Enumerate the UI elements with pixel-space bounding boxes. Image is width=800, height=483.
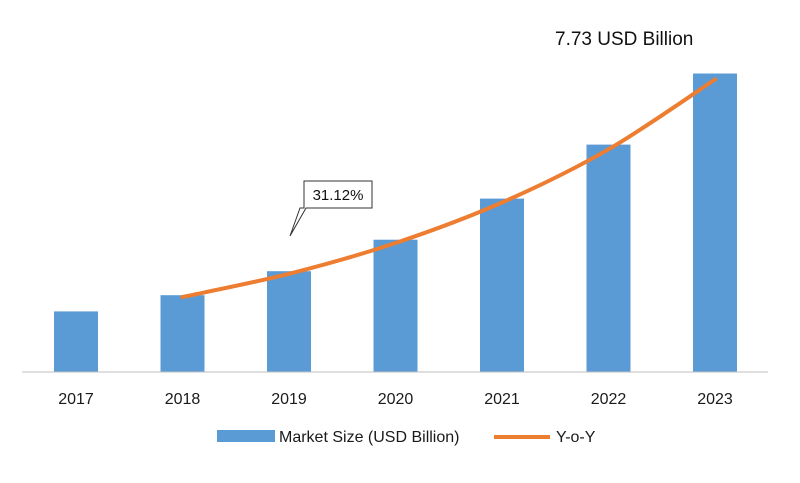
x-tick-2017: 2017 [58,391,94,408]
bar-2017 [54,311,98,372]
legend-bar-label: Market Size (USD Billion) [279,429,459,446]
legend-line-label: Y-o-Y [556,429,596,446]
bar-2018 [160,295,205,372]
bars-layer [54,73,737,372]
bar-2020 [373,239,418,372]
x-tick-2019: 2019 [271,391,307,408]
callout-box [289,180,373,237]
bar-2023 [693,73,737,372]
legend: Market Size (USD Billion) Y-o-Y [217,429,596,446]
x-tick-2022: 2022 [591,391,627,408]
bar-2022 [586,144,631,372]
callout: 31.12% [289,180,373,237]
callout-label: 31.12% [313,187,364,204]
x-tick-2018: 2018 [165,391,201,408]
x-tick-2023: 2023 [697,391,733,408]
bar-2019 [267,271,311,372]
legend-bar-swatch [217,430,275,442]
x-tick-2021: 2021 [484,391,520,408]
yoy-line [180,77,717,299]
x-tick-2020: 2020 [378,391,414,408]
x-tick-labels: 2017 2018 2019 2020 2021 2022 2023 [58,391,733,408]
top-annotation: 7.73 USD Billion [555,29,693,50]
bar-2021 [480,198,524,372]
